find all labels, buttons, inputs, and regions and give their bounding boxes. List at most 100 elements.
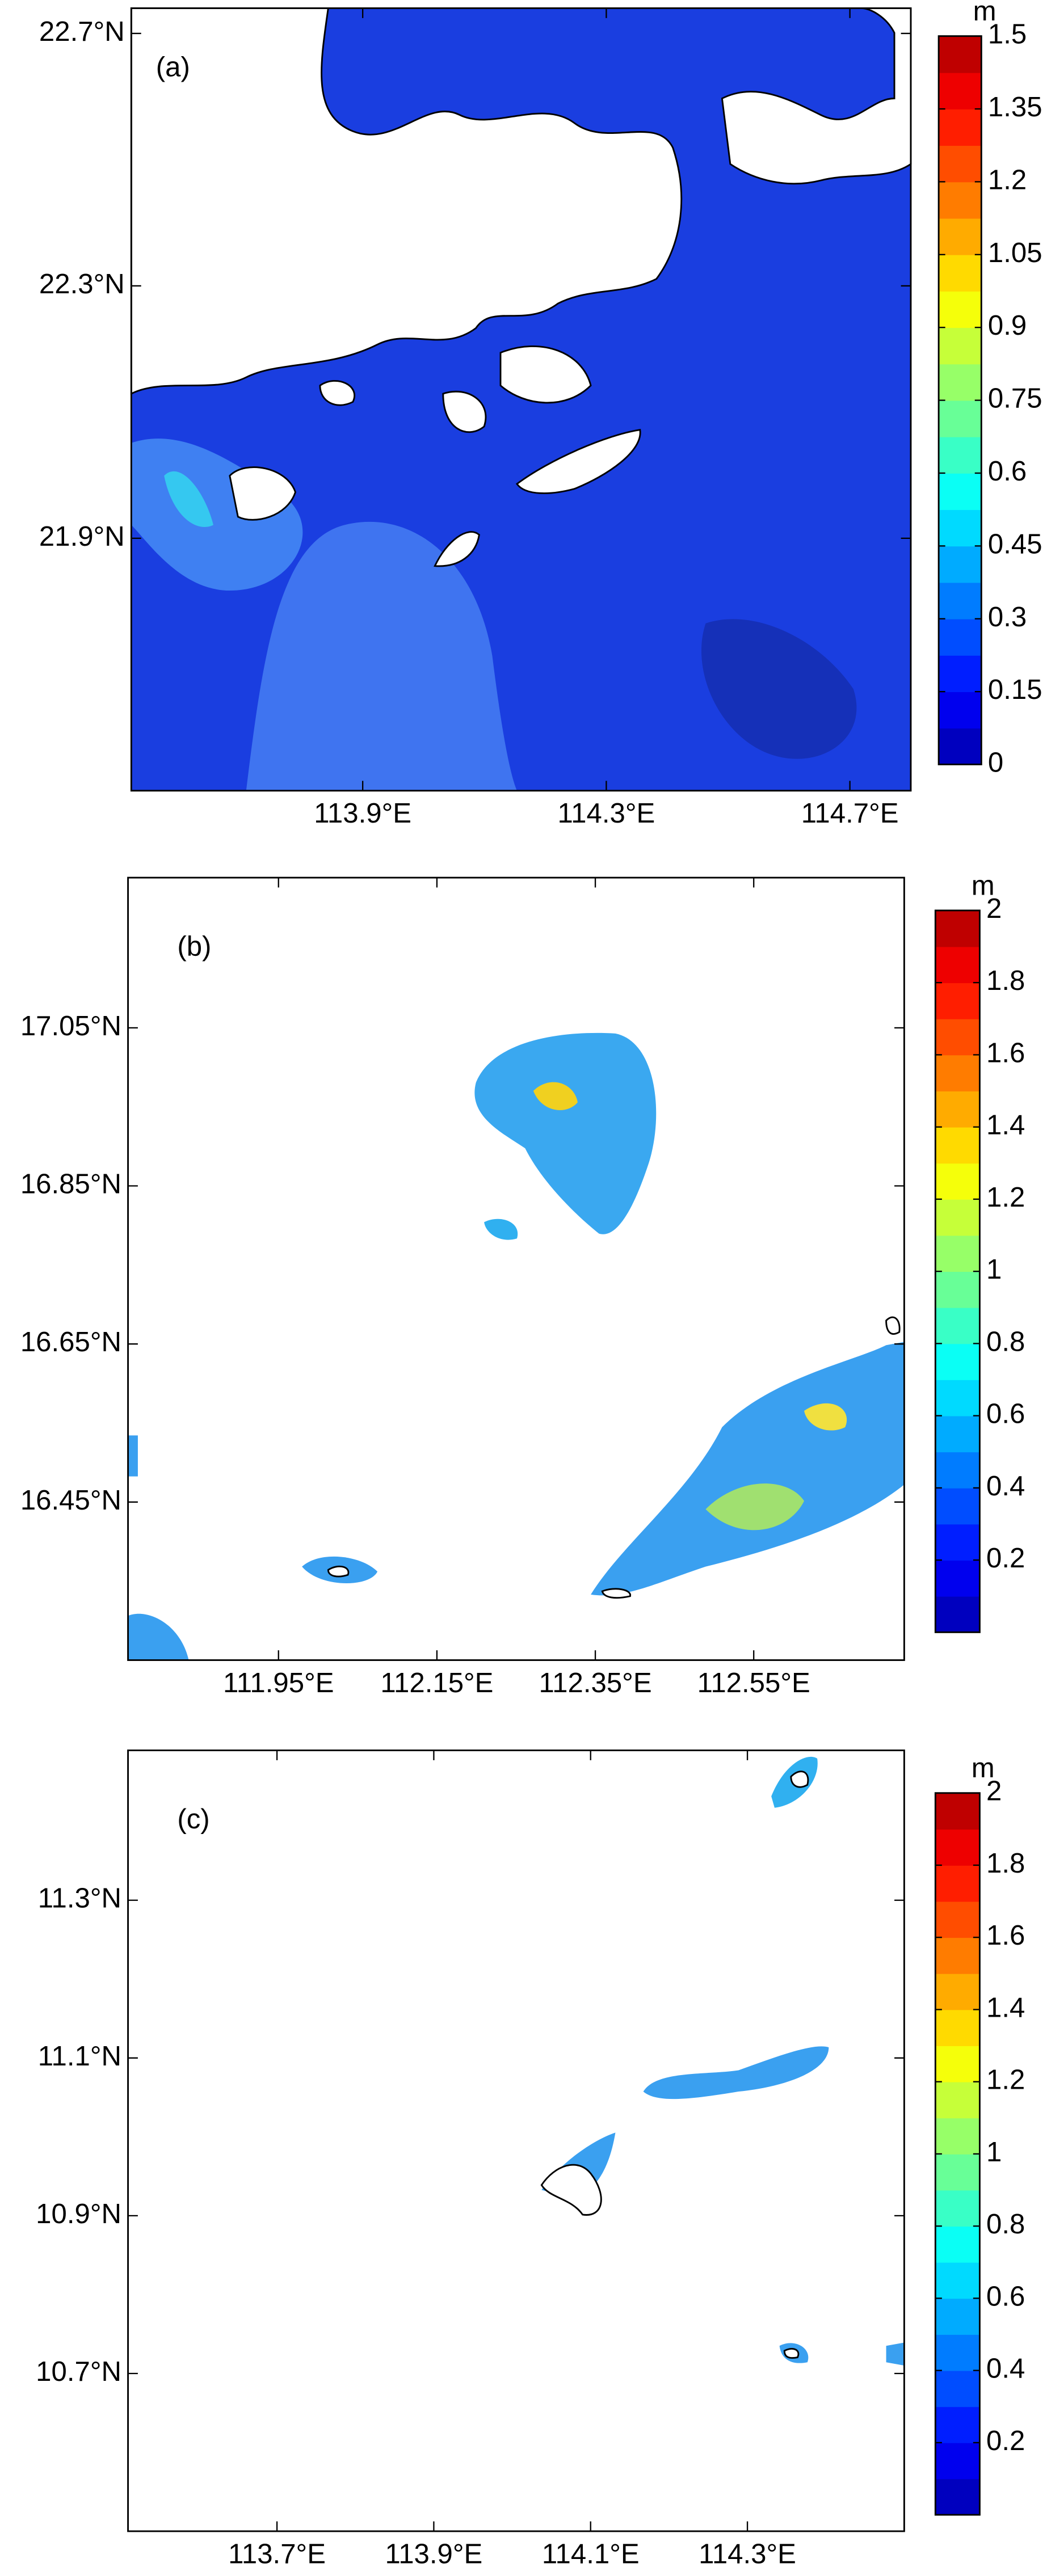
y-tick-label: 16.65°N (20, 1326, 121, 1357)
colorbar-band (935, 1307, 980, 1344)
colorbar-band (939, 509, 982, 547)
y-tick-label: 11.1°N (38, 2040, 121, 2072)
colorbar-tick-label: 0 (988, 747, 1003, 778)
colorbar-tick-label: 1.4 (986, 1992, 1025, 2023)
colorbar-tick-label: 0.15 (988, 674, 1042, 705)
colorbar-band (935, 2081, 980, 2119)
x-tick-label: 114.3°E (557, 798, 655, 829)
field-b (128, 1032, 905, 1660)
colorbar-tick-label: 0.75 (988, 383, 1042, 414)
colorbar-tick-label: 0.4 (986, 2353, 1025, 2384)
panel-label: (b) (177, 930, 211, 962)
colorbar-tick-label: 1.8 (986, 965, 1025, 996)
colorbar-band (935, 2262, 980, 2299)
colorbar-band (939, 254, 982, 292)
colorbar-band (939, 145, 982, 183)
colorbar-band (935, 2334, 980, 2371)
colorbar-unit: m (972, 870, 995, 901)
x-tick-label: 112.35°E (539, 1667, 651, 1698)
colorbar-band (935, 1018, 980, 1056)
colorbar-band (935, 2406, 980, 2443)
colorbar-tick-label: 0.6 (988, 456, 1027, 487)
colorbar-band (939, 728, 982, 765)
colorbar-tick-label: 1 (986, 2136, 1002, 2168)
colorbar-band (935, 2009, 980, 2046)
colorbar-band (939, 36, 982, 73)
colorbar-band (939, 692, 982, 729)
colorbar-tick-label: 1 (986, 1254, 1002, 1285)
colorbar-band (935, 1452, 980, 1489)
colorbar-tick-label: 1.4 (986, 1110, 1025, 1141)
field-a (130, 7, 912, 791)
colorbar-tick-label: 0.8 (986, 1326, 1025, 1357)
colorbar-band (935, 2118, 980, 2155)
colorbar-tick-label: 1.2 (986, 1182, 1025, 1213)
colorbar-band (935, 1937, 980, 1974)
x-tick-label: 113.7°E (228, 2538, 326, 2569)
colorbar-tick-label: 0.8 (986, 2208, 1025, 2240)
colorbar-tick-label: 0.4 (986, 1470, 1025, 1502)
colorbar-band (939, 364, 982, 401)
colorbar-band (935, 1163, 980, 1200)
colorbar-band (939, 618, 982, 656)
colorbar-band (939, 182, 982, 219)
colorbar-tick-label: 0.6 (986, 1398, 1025, 1430)
colorbar-band (935, 1091, 980, 1128)
colorbar-band (935, 2298, 980, 2335)
colorbar-band (935, 2153, 980, 2191)
colorbar-band (935, 2370, 980, 2408)
field-c (540, 1756, 905, 2366)
x-tick-label: 111.95°E (223, 1667, 334, 1698)
colorbar-tick-label: 1.6 (986, 1920, 1025, 1951)
y-tick-label: 16.85°N (20, 1168, 121, 1199)
colorbar-tick-label: 0.9 (988, 310, 1027, 341)
colorbar-band (935, 2190, 980, 2227)
colorbar-band (935, 910, 980, 947)
colorbar-band (939, 655, 982, 693)
colorbar-unit: m (972, 1752, 995, 1784)
x-tick-label: 114.7°E (801, 798, 899, 829)
colorbar-band (939, 582, 982, 619)
y-tick-label: 16.45°N (20, 1485, 121, 1516)
colorbar-band (935, 1901, 980, 1938)
x-tick-label: 113.9°E (385, 2538, 483, 2569)
y-tick-label: 10.7°N (36, 2356, 121, 2387)
colorbar-tick-label: 1.2 (988, 164, 1027, 195)
colorbar-band (939, 72, 982, 109)
colorbar-band (935, 1793, 980, 1830)
x-tick-label: 112.55°E (697, 1667, 810, 1698)
colorbar-tick-label: 1.5 (988, 19, 1027, 50)
axes-frame (127, 1749, 905, 2532)
colorbar-band (935, 1415, 980, 1453)
colorbar-tick-label: 0.3 (988, 601, 1027, 633)
panel-label: (a) (156, 51, 190, 82)
colorbar-tick-label: 0.2 (986, 2425, 1025, 2456)
colorbar-band (935, 1524, 980, 1561)
colorbar-tick-label: 0.45 (988, 528, 1042, 559)
x-tick-label: 113.9°E (314, 798, 411, 829)
colorbar-band (939, 400, 982, 437)
colorbar-band (935, 983, 980, 1019)
colorbar-band (935, 1271, 980, 1308)
colorbar-band (935, 2442, 980, 2480)
colorbar-band (935, 2046, 980, 2082)
x-tick-label: 114.3°E (699, 2538, 796, 2569)
colorbar-band (939, 291, 982, 328)
y-tick-label: 17.05°N (20, 1010, 121, 1042)
panel-label: (c) (177, 1803, 209, 1835)
colorbar-band (935, 1487, 980, 1525)
axes-frame (127, 876, 905, 1661)
colorbar-tick-label: 1.6 (986, 1037, 1025, 1068)
colorbar-band (935, 1560, 980, 1597)
colorbar-unit: m (973, 0, 996, 27)
colorbar-tick-label: 2 (986, 893, 1002, 924)
colorbar-band (939, 109, 982, 146)
x-tick-label: 112.15°E (380, 1667, 493, 1698)
colorbar-tick-label: 0.6 (986, 2280, 1025, 2312)
colorbar-band (935, 1596, 980, 1633)
x-tick-label: 114.1°E (542, 2538, 640, 2569)
colorbar-tick-label: 1.8 (986, 1848, 1025, 1879)
y-tick-label: 21.9°N (39, 521, 125, 552)
colorbar-band (939, 473, 982, 511)
colorbar-band (935, 1055, 980, 1091)
